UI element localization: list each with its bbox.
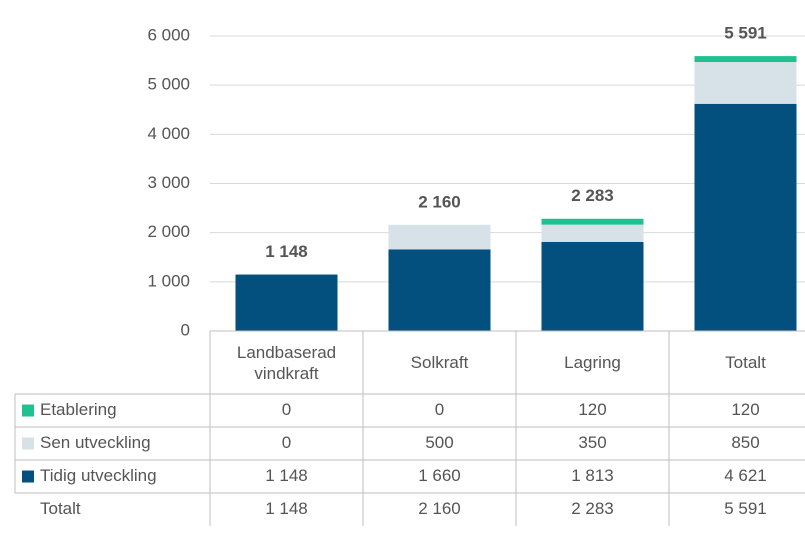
table-cell: 500 <box>425 433 453 452</box>
bar-segment <box>694 62 797 104</box>
table-cell: 0 <box>282 400 291 419</box>
y-tick-label: 2 000 <box>147 222 190 241</box>
bar-segment <box>235 274 338 331</box>
table-cell: 2 160 <box>418 499 461 518</box>
legend-swatch <box>22 404 34 417</box>
y-tick-label: 5 000 <box>147 75 190 94</box>
bar-segment <box>541 218 644 225</box>
y-tick-label: 1 000 <box>147 271 190 290</box>
total-label: 2 283 <box>571 186 614 205</box>
total-label: 1 148 <box>265 242 308 261</box>
table-cell: 5 591 <box>724 499 767 518</box>
y-tick-label: 0 <box>181 320 190 339</box>
bar-segment <box>541 241 644 331</box>
y-tick-label: 6 000 <box>147 25 190 44</box>
table-cell: 1 813 <box>571 466 614 485</box>
table-row-label: Totalt <box>40 499 81 518</box>
bar-segment <box>388 249 491 331</box>
bar-segment <box>694 56 797 63</box>
bar-segment <box>388 224 491 250</box>
table-cell: 4 621 <box>724 466 767 485</box>
y-tick-label: 4 000 <box>147 124 190 143</box>
category-label: Solkraft <box>410 353 469 372</box>
legend-swatch <box>22 470 34 483</box>
table-cell: 120 <box>578 400 606 419</box>
legend-label: Tidig utveckling <box>40 466 157 485</box>
table-cell: 850 <box>731 433 759 452</box>
legend-swatch <box>22 437 34 450</box>
legend-label: Etablering <box>40 400 117 419</box>
table-cell: 2 283 <box>571 499 614 518</box>
y-tick-label: 3 000 <box>147 173 190 192</box>
table-cell: 1 148 <box>265 499 308 518</box>
legend-label: Sen utveckling <box>40 433 151 452</box>
total-label: 2 160 <box>418 192 461 211</box>
total-label: 5 591 <box>724 24 767 43</box>
table-cell: 350 <box>578 433 606 452</box>
table-cell: 0 <box>282 433 291 452</box>
category-label: Totalt <box>725 353 766 372</box>
bar-segment <box>541 224 644 242</box>
table-cell: 120 <box>731 400 759 419</box>
table-cell: 1 148 <box>265 466 308 485</box>
table-cell: 0 <box>435 400 444 419</box>
category-label: Landbaserad vindkraft <box>236 342 337 383</box>
category-label: Lagring <box>564 353 621 372</box>
table-cell: 1 660 <box>418 466 461 485</box>
bar-segment <box>694 103 797 331</box>
